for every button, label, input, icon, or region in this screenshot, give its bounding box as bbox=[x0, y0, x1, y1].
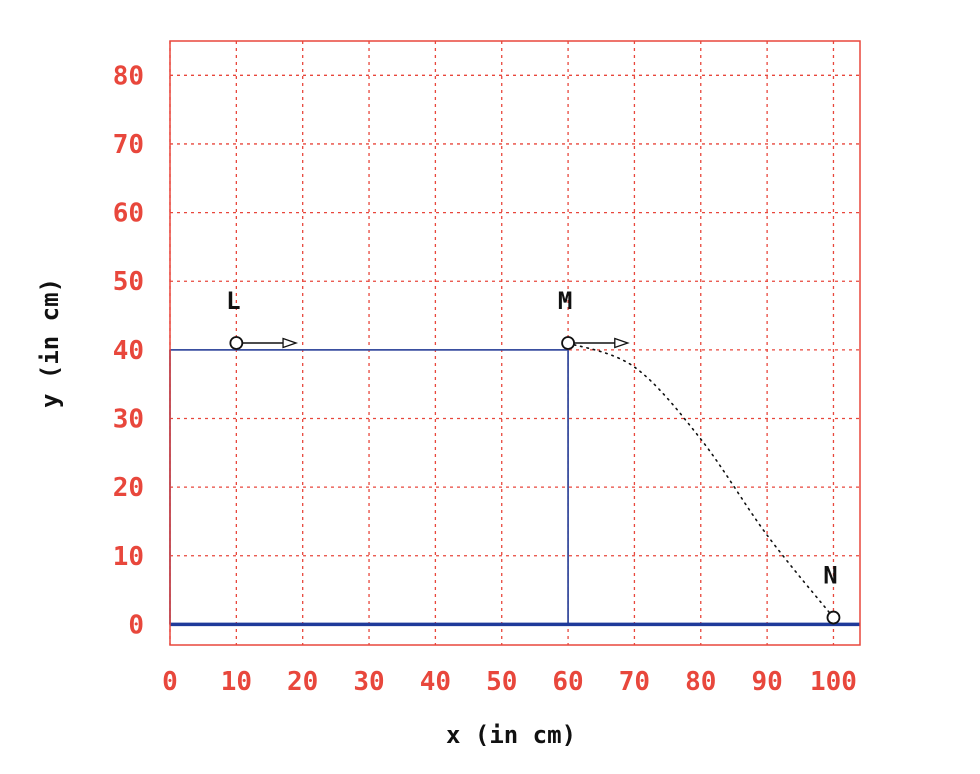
x-tick-label: 80 bbox=[685, 667, 716, 697]
y-tick-label: 60 bbox=[113, 199, 144, 229]
point-markers bbox=[229, 336, 841, 625]
x-tick-label: 100 bbox=[810, 667, 857, 697]
velocity-arrows bbox=[242, 337, 630, 349]
y-tick-label: 0 bbox=[128, 610, 144, 640]
y-tick-label: 70 bbox=[113, 130, 144, 160]
x-tick-label: 50 bbox=[486, 667, 517, 697]
x-tick-labels: 0 10 20 30 40 50 60 70 80 90 100 bbox=[162, 667, 857, 697]
point-marker bbox=[826, 610, 841, 625]
point-labels: L M N bbox=[226, 287, 838, 590]
y-tick-label: 40 bbox=[113, 336, 144, 366]
point-label: L bbox=[226, 287, 240, 315]
y-tick-label: 80 bbox=[113, 61, 144, 91]
x-tick-label: 20 bbox=[287, 667, 318, 697]
y-tick-label: 30 bbox=[113, 405, 144, 435]
x-axis-title: x (in cm) bbox=[446, 721, 576, 749]
x-tick-label: 60 bbox=[552, 667, 583, 697]
velocity-arrow-head bbox=[282, 337, 299, 349]
y-axis-title: y (in cm) bbox=[36, 278, 64, 408]
x-tick-label: 10 bbox=[221, 667, 252, 697]
trajectory-curve bbox=[567, 342, 835, 619]
point-label: M bbox=[558, 287, 572, 315]
x-tick-label: 70 bbox=[619, 667, 650, 697]
x-tick-label: 90 bbox=[751, 667, 782, 697]
y-tick-labels: 0 10 20 30 40 50 60 70 80 bbox=[113, 61, 144, 640]
y-tick-label: 20 bbox=[113, 473, 144, 503]
point-label: N bbox=[823, 562, 837, 590]
velocity-arrow-head bbox=[614, 337, 630, 349]
y-tick-label: 10 bbox=[113, 542, 144, 572]
trajectory-path bbox=[567, 342, 835, 619]
y-tick-label: 50 bbox=[113, 267, 144, 297]
plot-frame bbox=[169, 40, 861, 646]
x-tick-label: 40 bbox=[420, 667, 451, 697]
x-tick-label: 0 bbox=[162, 667, 178, 697]
point-marker bbox=[229, 336, 244, 350]
point-marker bbox=[561, 336, 575, 350]
x-tick-label: 30 bbox=[353, 667, 384, 697]
